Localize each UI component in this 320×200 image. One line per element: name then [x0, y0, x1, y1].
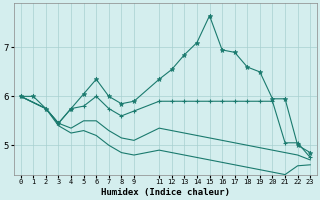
X-axis label: Humidex (Indice chaleur): Humidex (Indice chaleur)	[101, 188, 230, 197]
